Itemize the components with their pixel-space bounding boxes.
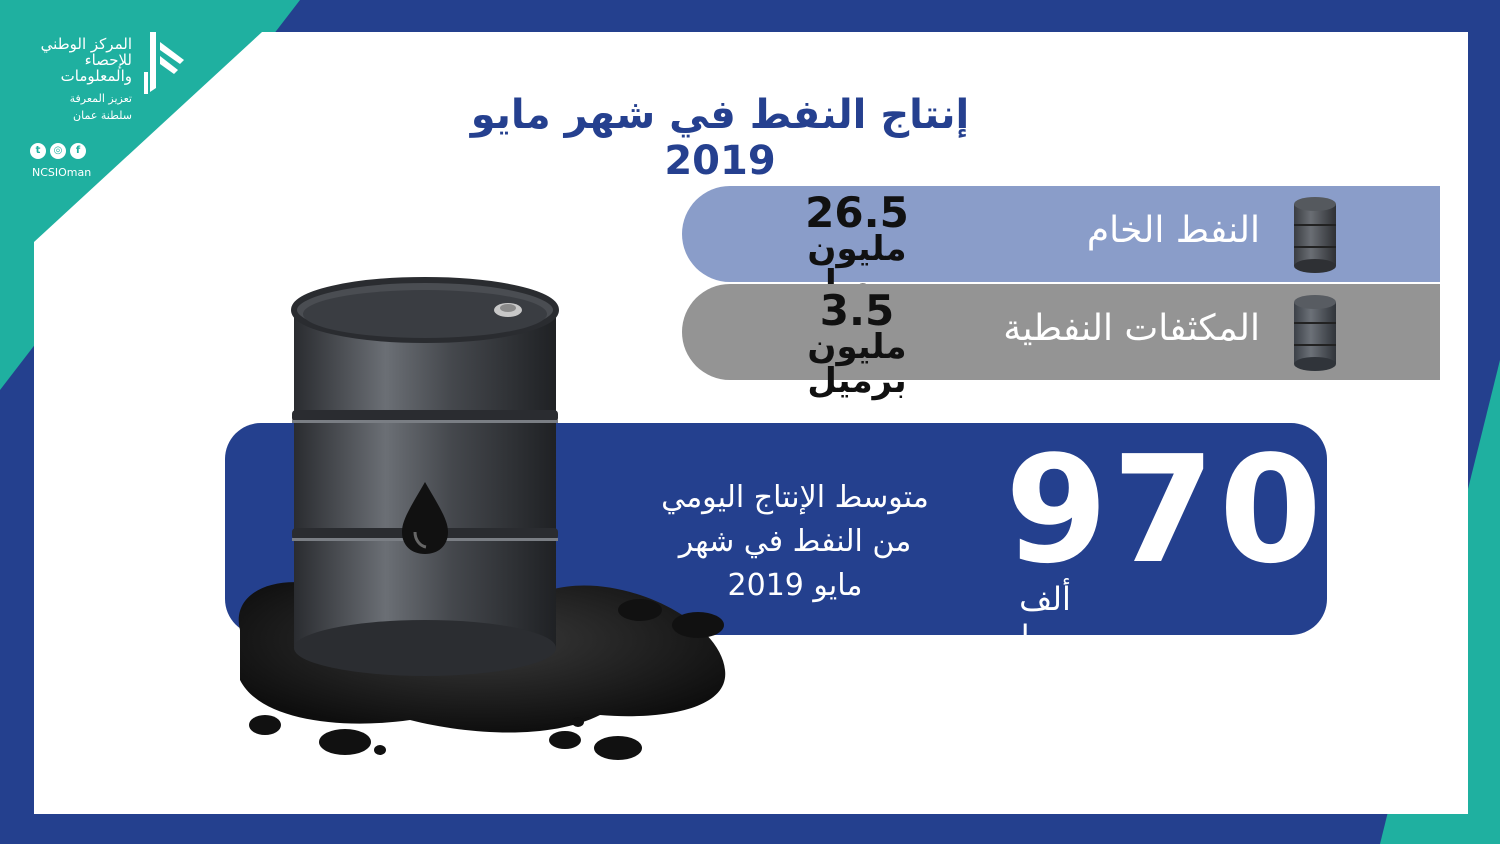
twitter-icon[interactable]: t <box>30 143 46 159</box>
oil-drop-icon <box>402 482 448 554</box>
condensate-label: المكثفات النفطية <box>1003 308 1260 349</box>
barrel-icon <box>1294 197 1336 273</box>
crude-oil-row: النفط الخام 26.5 مليون برميل <box>682 186 1440 300</box>
page-title: إنتاج النفط في شهر مايو 2019 <box>470 92 970 184</box>
daily-average-description: متوسط الإنتاج اليومي من النفط في شهر ماي… <box>640 476 950 608</box>
logo-tagline: تعزيز المعرفة <box>69 92 132 105</box>
daily-average-value: 970 <box>1005 424 1326 596</box>
logo-line-1: المركز الوطني <box>40 35 132 53</box>
instagram-icon[interactable]: ◎ <box>50 143 66 159</box>
daily-average-unit: ألف برميل <box>1006 580 1084 656</box>
logo-country: سلطنة عمان <box>73 109 132 122</box>
social-handle: NCSIOman <box>32 166 92 179</box>
logo-org-name: المركز الوطني للإحصاء والمعلومات <box>20 36 132 84</box>
condensate-unit: مليون برميل <box>807 327 907 401</box>
avg-desc-line-2: من النفط في شهر <box>678 524 912 559</box>
avg-desc-line-1: متوسط الإنتاج اليومي <box>661 480 929 515</box>
logo-line-2: للإحصاء <box>84 51 132 69</box>
ncsi-logo-icon <box>144 32 184 94</box>
logo-corner <box>34 32 262 242</box>
avg-desc-line-3: مايو 2019 <box>727 568 863 603</box>
barrel-icon <box>1294 295 1336 371</box>
crude-oil-label: النفط الخام <box>1086 210 1260 251</box>
crude-oil-value-block: 26.5 مليون برميل <box>762 188 952 301</box>
crude-oil-value: 26.5 <box>805 188 909 237</box>
condensate-value: 3.5 <box>819 286 895 335</box>
logo-tagline-block: تعزيز المعرفة سلطنة عمان <box>20 90 132 124</box>
condensate-value-block: 3.5 مليون برميل <box>762 286 952 401</box>
condensate-row: المكثفات النفطية 3.5 مليون برميل <box>682 284 1440 398</box>
oil-barrel-illustration <box>238 277 726 760</box>
social-links: t ◎ f <box>30 143 86 159</box>
facebook-icon[interactable]: f <box>70 143 86 159</box>
logo-line-3: والمعلومات <box>60 67 132 85</box>
